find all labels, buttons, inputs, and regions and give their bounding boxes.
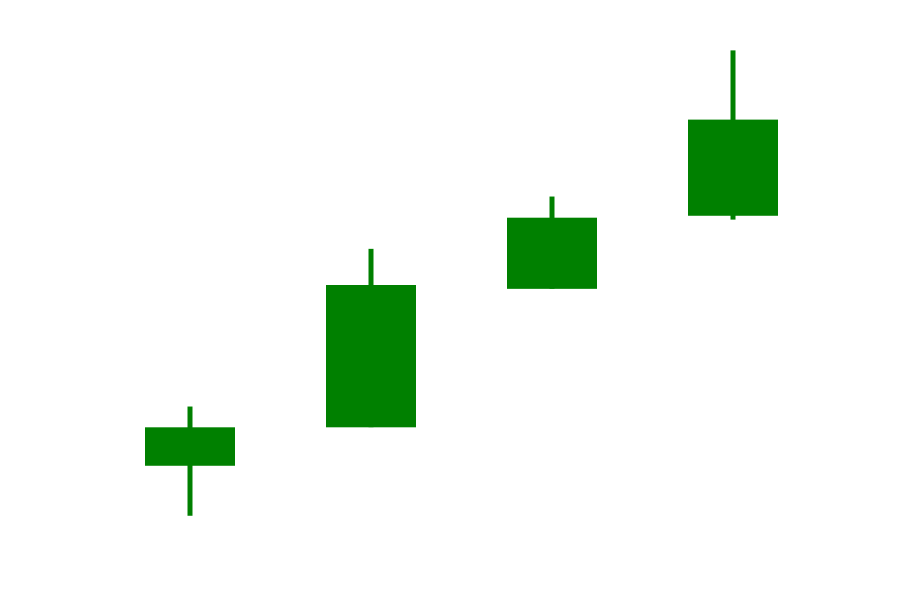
- candle-body-3: [507, 217, 597, 289]
- candle-body-1: [145, 427, 235, 466]
- candle-body-2: [326, 285, 416, 428]
- candle-body-4: [688, 119, 778, 216]
